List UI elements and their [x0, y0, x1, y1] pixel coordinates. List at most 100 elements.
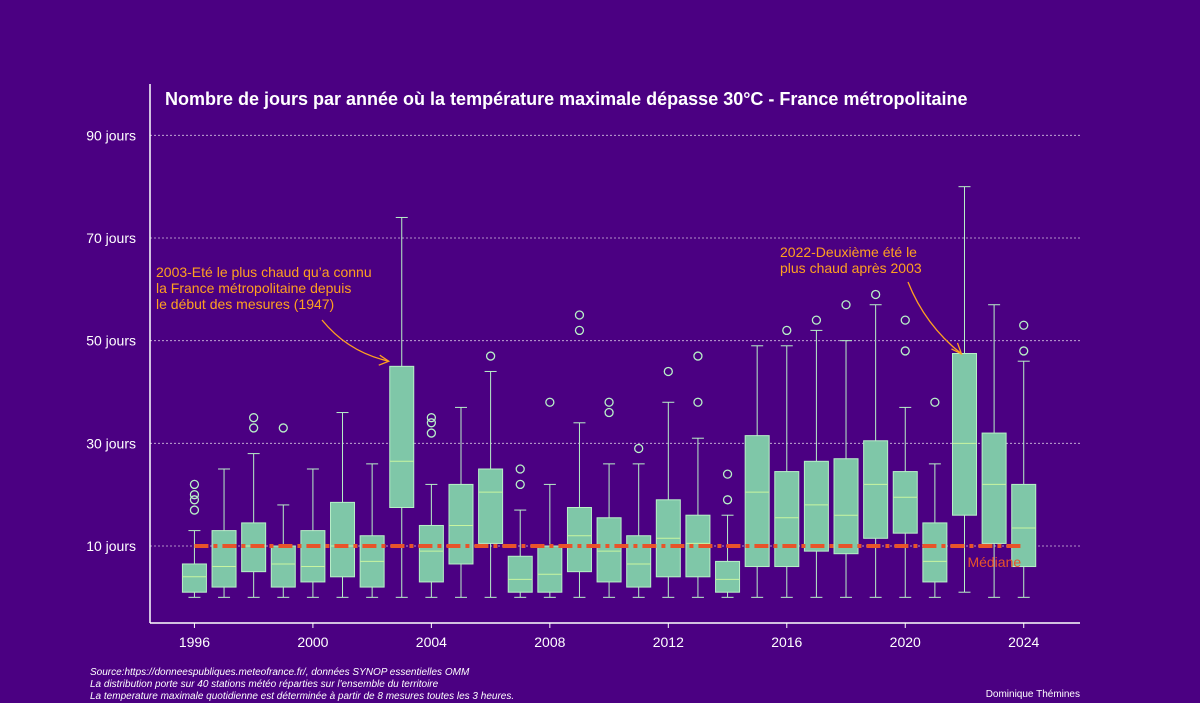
annotation-2003-line: la France métropolitaine depuis: [156, 280, 351, 296]
outlier-point: [663, 366, 673, 377]
box-2022: [951, 186, 977, 593]
outlier-point: [693, 397, 703, 407]
box-2016: [774, 325, 800, 598]
x-tick-label: 2004: [416, 634, 447, 650]
box-iqr: [448, 483, 474, 565]
box-2011: [626, 443, 652, 598]
y-tick-label: 10 jours: [86, 538, 136, 554]
box-2008: [537, 397, 563, 598]
box-2020: [892, 315, 918, 598]
box-iqr: [863, 440, 889, 539]
x-tick-label: 2008: [534, 634, 565, 650]
box-1999: [270, 423, 296, 598]
y-tick-label: 30 jours: [86, 435, 136, 451]
y-tick-label: 90 jours: [86, 127, 136, 143]
box-2013: [685, 351, 711, 598]
box-iqr: [981, 432, 1007, 544]
box-2007: [507, 464, 533, 598]
box-2005: [448, 406, 474, 598]
box-2006: [478, 351, 504, 598]
box-iqr: [596, 517, 622, 583]
outlier-point: [426, 428, 437, 438]
x-tick-label: 2016: [771, 634, 802, 650]
outlier-point: [249, 413, 259, 423]
annotation-2022-arrow: [907, 281, 962, 355]
box-2004: [418, 413, 444, 598]
box-iqr: [478, 468, 504, 544]
outlier-point: [841, 300, 851, 310]
annotation-2003-arrowhead: [378, 354, 391, 366]
box-2009: [566, 310, 592, 598]
box-iqr: [892, 471, 918, 534]
outlier-point: [900, 315, 910, 325]
outlier-point: [870, 289, 881, 300]
box-2023: [981, 304, 1007, 598]
box-2014: [715, 469, 741, 598]
annotation-2022-arrowhead: [951, 342, 963, 356]
outlier-point: [574, 310, 585, 320]
source-notes: Source:https://donneespubliques.meteofra…: [90, 667, 514, 703]
outlier-point: [426, 413, 437, 423]
outlier-point: [722, 469, 733, 479]
outlier-point: [515, 464, 525, 474]
grid-lines: [150, 134, 1080, 547]
box-2024: [1011, 320, 1037, 598]
source-line: La distribution porte sur 40 stations mé…: [90, 679, 439, 690]
box-2000: [300, 468, 326, 598]
median-label: Médiane: [967, 554, 1021, 570]
y-tick-label: 70 jours: [86, 230, 136, 246]
box-iqr: [211, 530, 237, 588]
box-2010: [596, 397, 622, 598]
outlier-point: [189, 490, 200, 500]
x-tick-label: 1996: [179, 634, 210, 650]
outlier-point: [930, 397, 940, 407]
outlier-point: [515, 479, 525, 490]
box-iqr: [537, 545, 563, 593]
box-iqr: [181, 563, 207, 593]
box-iqr: [715, 560, 741, 593]
source-line: Source:https://donneespubliques.meteofra…: [90, 667, 470, 678]
outlier-point: [1019, 346, 1029, 356]
box-1998: [241, 413, 267, 598]
outlier-point: [722, 495, 733, 505]
axes: 10 jours 30 jours 50 jours 70 jours 90 jours…: [86, 84, 1080, 650]
annotation-2003-line: le début des mesures (1947): [156, 296, 334, 312]
x-tick-label: 2012: [653, 634, 684, 650]
outlier-point: [189, 495, 200, 505]
box-2021: [922, 397, 948, 598]
box-2018: [833, 300, 859, 598]
box-2019: [863, 289, 889, 598]
chart-title: Nombre de jours par année où la températ…: [165, 89, 967, 109]
box-iqr: [389, 365, 415, 509]
annotation-2022-line: plus chaud après 2003: [780, 260, 922, 276]
box-2003: [389, 216, 415, 598]
box-iqr: [803, 460, 829, 552]
annotation-2022-line: 2022-Deuxième été le: [780, 244, 917, 260]
box-iqr: [566, 507, 592, 573]
box-iqr: [951, 353, 977, 516]
outlier-point: [545, 397, 555, 407]
outlier-point: [485, 351, 496, 361]
x-tick-label: 2020: [890, 634, 921, 650]
x-tick-label: 2024: [1008, 634, 1039, 650]
outlier-point: [900, 346, 910, 356]
boxes: [181, 186, 1037, 598]
outlier-point: [426, 418, 437, 428]
outlier-point: [249, 423, 259, 433]
box-iqr: [833, 458, 859, 555]
box-iqr: [300, 530, 326, 583]
box-iqr: [626, 535, 652, 588]
outlier-point: [604, 407, 614, 418]
box-2012: [655, 366, 681, 598]
outlier-point: [693, 351, 703, 361]
outlier-point: [189, 479, 200, 490]
outlier-point: [574, 325, 585, 336]
annotation-2003-line: 2003-Eté le plus chaud qu’a connu: [156, 264, 372, 280]
outlier-point: [189, 505, 200, 515]
author-credit: Dominique Thémines: [985, 689, 1080, 700]
source-line: La temperature maximale quotidienne est …: [90, 691, 515, 702]
box-iqr: [418, 524, 444, 583]
box-2015: [744, 345, 770, 598]
